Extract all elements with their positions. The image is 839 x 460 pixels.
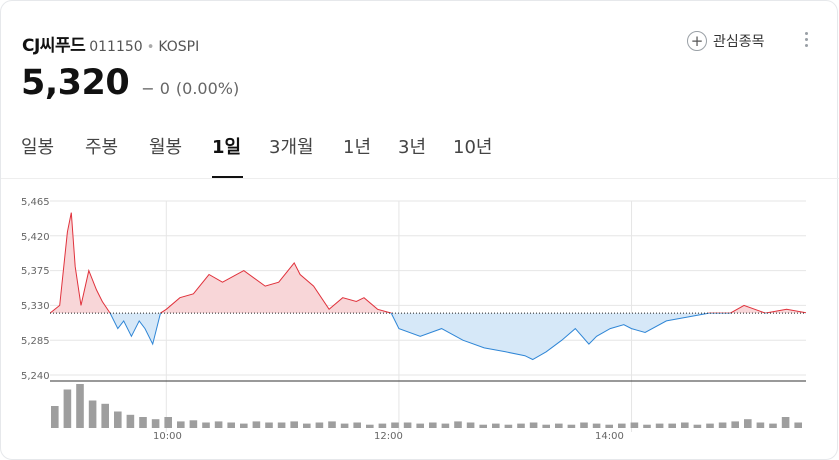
volume-bar xyxy=(441,423,450,428)
tab-monthly[interactable]: 월봉 xyxy=(149,137,183,158)
volume-bar xyxy=(126,414,135,428)
volume-bar xyxy=(214,421,223,428)
volume-bar xyxy=(555,423,563,428)
x-tick-label: 12:00 xyxy=(374,431,403,442)
chart-svg xyxy=(50,200,806,432)
volume-bar xyxy=(315,422,324,428)
plus-icon: + xyxy=(687,31,707,51)
y-tick-label: 5,420 xyxy=(21,232,50,243)
volume-bar xyxy=(542,424,550,428)
volume-bar xyxy=(794,422,802,428)
up-area xyxy=(50,212,806,314)
volume-bar xyxy=(177,421,185,428)
volume-bar xyxy=(202,422,210,428)
tab-daily[interactable]: 일봉 xyxy=(21,137,55,158)
volume-bar xyxy=(454,421,462,428)
volume-bar xyxy=(51,406,59,428)
volume-bar xyxy=(378,423,387,428)
volume-bar xyxy=(366,424,374,428)
volume-bar xyxy=(517,423,525,428)
volume-bar xyxy=(290,421,298,428)
volume-bar xyxy=(227,422,235,428)
volume-bar xyxy=(240,423,248,428)
volume-bar xyxy=(403,422,412,428)
volume-bar xyxy=(643,424,651,428)
stock-code: 011150 xyxy=(89,39,143,55)
tabs-divider xyxy=(1,178,839,179)
volume-bar xyxy=(252,421,261,428)
current-price: 5,320 xyxy=(21,63,130,103)
tab-1year[interactable]: 1년 xyxy=(343,137,372,158)
volume-bar xyxy=(328,421,336,428)
price-row: 5,320 − 0 (0.00%) xyxy=(21,63,239,103)
volume-bar xyxy=(529,422,538,428)
volume-bar xyxy=(744,419,752,428)
volume-bar xyxy=(668,423,676,428)
market-name: KOSPI xyxy=(158,39,200,55)
chart-period-tabs: 일봉 주봉 월봉 1일 3개월 1년 3년 10년 xyxy=(1,131,839,179)
price-change: − 0 xyxy=(141,79,170,98)
volume-bar xyxy=(769,423,777,428)
volume-bar xyxy=(681,422,689,428)
volume-bar xyxy=(655,423,664,428)
volume-bar xyxy=(592,423,601,428)
volume-bar xyxy=(731,421,739,428)
volume-bar xyxy=(781,417,790,428)
watchlist-label: 관심종목 xyxy=(713,34,765,50)
volume-bar xyxy=(504,424,513,428)
y-tick-label: 5,465 xyxy=(21,197,50,208)
volume-bar xyxy=(303,423,311,428)
stock-name[interactable]: CJ씨푸드 xyxy=(22,36,86,56)
volume-bar xyxy=(353,422,361,428)
volume-bar xyxy=(76,384,84,428)
volume-bar xyxy=(340,423,349,428)
volume-bar xyxy=(718,422,727,428)
volume-bar xyxy=(139,417,147,428)
active-tab-indicator xyxy=(212,176,243,178)
volume-bar xyxy=(580,422,588,428)
volume-bar xyxy=(88,400,97,428)
y-tick-label: 5,240 xyxy=(21,371,50,382)
volume-bar xyxy=(391,422,399,428)
volume-bar xyxy=(605,424,613,428)
tab-3year[interactable]: 3년 xyxy=(398,137,427,158)
separator-dot: • xyxy=(146,40,155,55)
y-tick-label: 5,285 xyxy=(21,336,50,347)
volume-bar xyxy=(567,424,576,428)
volume-bar xyxy=(492,423,500,428)
y-tick-label: 5,330 xyxy=(21,301,50,312)
volume-bar xyxy=(277,422,286,428)
tab-3month[interactable]: 3개월 xyxy=(269,137,314,158)
volume-bar xyxy=(466,422,475,428)
volume-bar xyxy=(114,411,122,428)
volume-bar xyxy=(706,423,714,428)
tab-weekly[interactable]: 주봉 xyxy=(85,137,119,158)
volume-bar xyxy=(101,403,109,428)
tab-10year[interactable]: 10년 xyxy=(453,137,493,158)
volume-bar xyxy=(265,422,273,428)
volume-bar xyxy=(693,424,702,428)
volume-bar xyxy=(416,423,424,428)
x-tick-label: 10:00 xyxy=(153,431,182,442)
volume-bar xyxy=(151,419,160,428)
volume-bar xyxy=(164,417,172,428)
price-line-up xyxy=(50,212,806,314)
price-line-down xyxy=(50,313,806,361)
volume-bar xyxy=(756,422,765,428)
volume-bar xyxy=(63,389,72,428)
volume-bar xyxy=(479,424,487,428)
add-watchlist-button[interactable]: + 관심종목 xyxy=(687,31,765,51)
tab-1day[interactable]: 1일 xyxy=(212,137,242,158)
stock-header: CJ씨푸드 011150 • KOSPI xyxy=(22,31,200,56)
volume-bar xyxy=(630,422,639,428)
volume-bar xyxy=(429,422,437,428)
down-area xyxy=(110,313,709,360)
x-tick-label: 14:00 xyxy=(595,431,624,442)
more-vertical-icon[interactable] xyxy=(801,32,811,52)
y-tick-label: 5,375 xyxy=(21,266,50,277)
volume-bar xyxy=(189,420,198,428)
volume-bar xyxy=(618,423,626,428)
price-change-percent: (0.00%) xyxy=(175,79,240,98)
